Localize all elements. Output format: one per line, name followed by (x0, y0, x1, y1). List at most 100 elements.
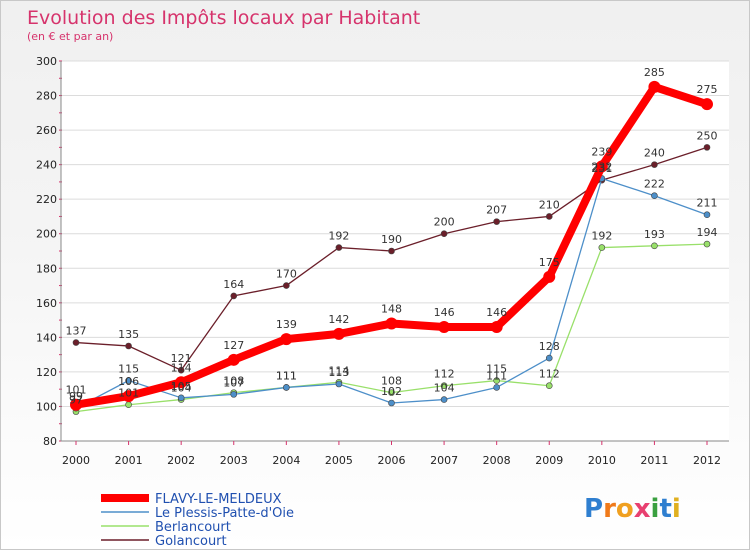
data-label: 193 (644, 228, 665, 241)
data-label: 139 (276, 318, 297, 331)
data-label: 107 (223, 376, 244, 389)
data-point (598, 244, 606, 251)
legend-label: Berlancourt (155, 520, 231, 535)
data-label: 115 (118, 363, 139, 376)
logo-letter: t (659, 494, 671, 524)
data-label: 135 (118, 328, 139, 341)
y-tick-label: 280 (36, 90, 57, 103)
data-point (651, 192, 658, 200)
data-labels: 137 135 121 164 170 192 190 200 207 210 231 240 250 9… (66, 66, 718, 407)
data-label: 211 (697, 197, 718, 210)
data-point (335, 244, 343, 251)
data-point (703, 240, 711, 248)
data-label: 240 (644, 147, 665, 160)
data-label: 190 (381, 233, 402, 246)
data-label: 108 (223, 375, 244, 388)
series-layer (70, 80, 713, 415)
data-point (440, 230, 448, 238)
data-point (125, 342, 132, 350)
data-point (70, 398, 82, 411)
x-tick-label: 2009 (535, 454, 563, 467)
data-label: 192 (328, 230, 349, 243)
legend-label: Golancourt (155, 534, 227, 549)
data-point (651, 242, 658, 250)
y-tick-label: 300 (36, 55, 57, 68)
x-tick-label: 2001 (115, 454, 143, 467)
data-point (227, 353, 240, 366)
data-label: 137 (66, 325, 87, 338)
y-tick-label: 120 (36, 366, 57, 379)
data-label: 164 (223, 278, 244, 291)
data-label: 99 (69, 390, 83, 403)
data-label: 250 (697, 129, 718, 142)
y-tick-label: 260 (36, 124, 57, 137)
data-point (493, 384, 500, 391)
x-tick-label: 2004 (272, 454, 300, 467)
data-label: 104 (434, 382, 455, 395)
y-tick-label: 180 (36, 262, 57, 275)
logo-letter: r (603, 494, 616, 524)
data-point (335, 380, 343, 388)
y-tick-label: 240 (36, 159, 57, 172)
logo-letter: o (616, 494, 634, 524)
data-point (283, 282, 290, 289)
data-point (545, 382, 553, 390)
data-label: 232 (591, 160, 612, 173)
data-label: 285 (644, 66, 665, 79)
logo-letter: x (634, 494, 651, 524)
data-point (388, 247, 395, 255)
proxiti-logo: Proxiti (584, 494, 681, 524)
data-label: 210 (539, 198, 560, 211)
data-point (230, 391, 238, 398)
plot-area (61, 61, 729, 441)
data-label: 170 (276, 268, 297, 281)
data-label: 127 (223, 339, 244, 352)
data-label: 102 (381, 385, 402, 398)
data-point (545, 354, 553, 362)
logo-letter: i (672, 494, 681, 524)
x-tick-label: 2000 (62, 454, 90, 467)
y-tick-label: 220 (36, 193, 57, 206)
data-label: 105 (171, 380, 192, 393)
legend-label: Le Plessis-Patte-d'Oie (155, 506, 294, 521)
y-tick-label: 160 (36, 297, 57, 310)
data-point (438, 321, 451, 333)
data-label: 113 (328, 366, 349, 379)
data-label: 200 (434, 216, 455, 229)
axes: 80 100 120 140 160 180 200 220 240 260 280 300 2000 2… (36, 55, 729, 467)
data-point (703, 211, 711, 219)
data-label: 207 (486, 204, 507, 217)
data-point (493, 218, 500, 225)
x-tick-label: 2002 (167, 454, 195, 467)
data-label: 114 (171, 361, 192, 374)
x-tick-label: 2010 (588, 454, 616, 467)
data-point (332, 327, 345, 340)
data-point (651, 161, 658, 168)
logo-letter: i (651, 494, 660, 524)
data-point (388, 399, 395, 407)
data-label: 231 (591, 162, 612, 175)
data-label: 148 (381, 303, 402, 316)
data-label: 104 (171, 382, 192, 395)
data-label: 111 (276, 369, 297, 382)
data-label: 114 (328, 364, 349, 377)
data-point (283, 384, 290, 391)
x-tick-label: 2012 (693, 454, 721, 467)
x-tick-label: 2006 (378, 454, 406, 467)
data-label: 108 (381, 375, 402, 388)
chart-title: Evolution des Impôts locaux par Habitant (27, 7, 420, 29)
data-point (385, 317, 398, 330)
legend-label: FLAVY-LE-MELDEUX (155, 492, 282, 507)
data-point (72, 339, 80, 346)
data-label: 121 (171, 352, 192, 365)
data-point (440, 396, 448, 403)
data-label: 115 (486, 363, 507, 376)
data-label: 146 (434, 306, 455, 319)
data-point (543, 270, 556, 283)
data-point (388, 389, 395, 396)
data-label: 101 (118, 387, 139, 400)
data-label: 275 (697, 83, 718, 96)
data-point (545, 213, 553, 220)
